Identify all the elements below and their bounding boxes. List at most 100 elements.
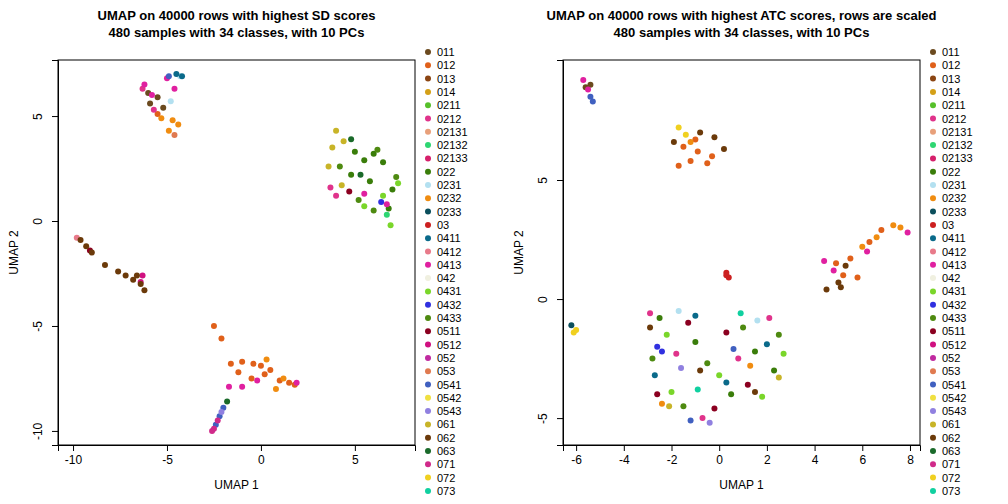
series <box>676 137 885 281</box>
point <box>262 371 268 377</box>
legend-marker <box>930 102 936 108</box>
point <box>249 375 255 381</box>
point <box>890 222 896 228</box>
legend-label: 011 <box>942 46 960 58</box>
legend-marker <box>425 421 431 427</box>
point <box>218 409 224 415</box>
legend-label: 02133 <box>437 152 468 164</box>
series <box>78 237 148 293</box>
x-tick-mark <box>815 445 816 451</box>
x-axis-line <box>59 446 416 452</box>
point <box>859 244 865 250</box>
point <box>647 310 653 316</box>
legend-marker <box>425 488 431 494</box>
series <box>587 94 736 424</box>
point <box>141 287 147 293</box>
legend-marker <box>930 382 936 388</box>
series <box>141 75 389 390</box>
legend-label: 0211 <box>942 99 966 111</box>
y-tick-label: 0 <box>536 296 550 303</box>
chart-title: UMAP on 40000 rows with highest ATC scor… <box>547 8 937 23</box>
legend-label: 0433 <box>942 312 966 324</box>
legend-marker <box>930 488 936 494</box>
legend-marker <box>930 62 936 68</box>
x-tick: -5 <box>162 445 173 467</box>
x-tick-mark <box>576 445 577 451</box>
x-axis: -6-4-202468 <box>564 445 921 467</box>
point <box>134 273 140 279</box>
point <box>695 387 701 393</box>
point <box>697 129 703 135</box>
point <box>647 325 653 331</box>
point <box>673 351 679 357</box>
series <box>224 136 363 404</box>
point <box>838 284 844 290</box>
x-tick-label: -5 <box>162 453 173 467</box>
point <box>759 394 765 400</box>
legend-label: 012 <box>437 59 455 71</box>
y-tick-mark <box>52 221 58 222</box>
x-tick-mark <box>862 445 863 451</box>
series <box>568 322 574 328</box>
legend-label: 02131 <box>942 126 973 138</box>
x-axis-title: UMAP 1 <box>719 478 764 492</box>
y-tick-label: 0 <box>31 218 45 225</box>
series <box>647 129 849 395</box>
series <box>378 199 384 205</box>
legend-label: 0431 <box>437 285 461 297</box>
legend-label: 071 <box>942 458 960 470</box>
point <box>115 268 121 274</box>
point <box>657 315 663 321</box>
legend-marker <box>425 328 431 334</box>
legend-label: 011 <box>437 46 455 58</box>
legend: 0110120130140211021202131021320213302202… <box>930 46 973 497</box>
point <box>378 199 384 205</box>
point <box>824 287 830 293</box>
legend-marker <box>930 368 936 374</box>
point <box>833 260 839 266</box>
legend-label: 0432 <box>437 299 461 311</box>
point <box>654 344 660 350</box>
point <box>361 191 367 197</box>
point <box>580 77 586 83</box>
series <box>158 115 286 392</box>
point <box>151 107 157 113</box>
legend-label: 02131 <box>437 126 468 138</box>
legend-label: 014 <box>942 86 960 98</box>
point <box>671 139 677 145</box>
legend-marker <box>930 116 936 122</box>
legend-marker <box>930 129 936 135</box>
series <box>361 180 401 228</box>
x-tick: 2 <box>764 445 771 467</box>
point <box>688 158 694 164</box>
legend-label: 0411 <box>437 232 461 244</box>
point <box>155 94 161 100</box>
series <box>155 111 298 388</box>
point <box>754 317 760 323</box>
legend-marker <box>930 155 936 161</box>
legend-marker <box>930 461 936 467</box>
legend-marker <box>425 209 431 215</box>
legend-marker <box>425 435 431 441</box>
point <box>175 121 181 127</box>
series <box>337 147 399 214</box>
series <box>664 332 787 400</box>
point <box>327 184 333 190</box>
legend-marker <box>930 328 936 334</box>
legend-marker <box>930 89 936 95</box>
y-tick: -5 <box>536 413 563 424</box>
point <box>160 105 166 111</box>
legend-label: 03 <box>942 219 954 231</box>
series <box>140 86 340 199</box>
legend-label: 062 <box>437 432 455 444</box>
point <box>752 389 758 395</box>
point <box>239 359 245 365</box>
legend-marker <box>425 275 431 281</box>
legend-marker <box>930 288 936 294</box>
points <box>568 77 910 426</box>
x-tick-label: 4 <box>812 453 819 467</box>
legend-marker <box>425 249 431 255</box>
point <box>102 262 108 268</box>
x-tick-label: 0 <box>716 453 723 467</box>
x-tick-mark <box>719 445 720 451</box>
